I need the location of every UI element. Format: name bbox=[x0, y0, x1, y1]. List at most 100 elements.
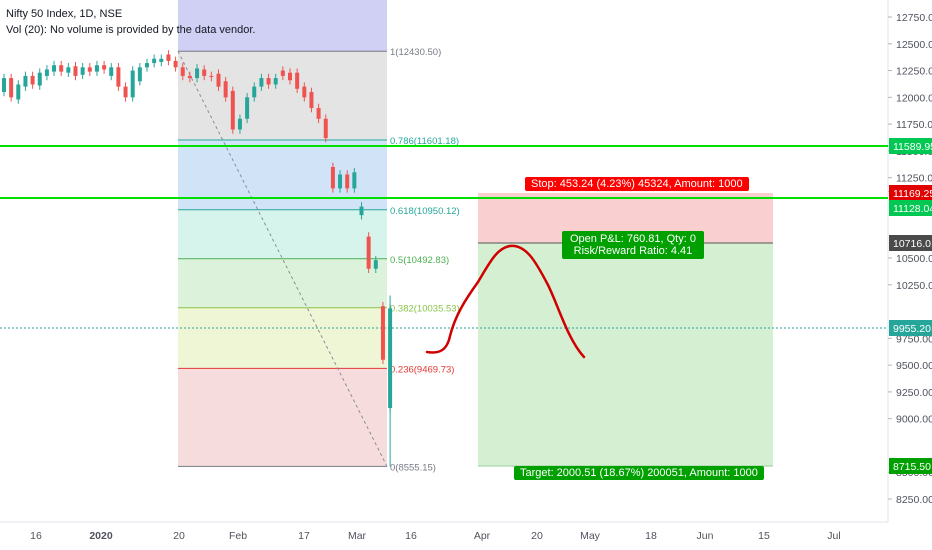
candle-body bbox=[366, 236, 371, 269]
price-badge-label: 10716.01 bbox=[893, 238, 932, 250]
fib-level-label: 0.382(10035.53) bbox=[390, 304, 460, 315]
candle-body bbox=[94, 65, 99, 72]
candle-body bbox=[9, 78, 14, 98]
candle-body bbox=[166, 54, 171, 61]
time-axis-label: 16 bbox=[405, 530, 417, 542]
fib-band bbox=[178, 258, 387, 308]
candle-body bbox=[66, 67, 71, 73]
price-tick-label: 11250.00 bbox=[896, 173, 932, 185]
candle-body bbox=[330, 166, 335, 189]
candle-body bbox=[352, 172, 357, 189]
price-tick-label: 8250.00 bbox=[896, 494, 932, 506]
candle-body bbox=[30, 75, 35, 85]
candle-body bbox=[216, 73, 221, 87]
price-badge-label: 11169.25 bbox=[893, 188, 932, 200]
price-badge-label: 9955.20 bbox=[893, 323, 931, 335]
price-badge bbox=[889, 320, 932, 336]
price-badge-label: 8715.50 bbox=[893, 461, 931, 473]
candle-body bbox=[245, 97, 250, 119]
price-tick-label: 10250.00 bbox=[896, 280, 932, 292]
fib-band-top bbox=[178, 0, 387, 52]
candle-body bbox=[380, 306, 385, 360]
candle-body bbox=[116, 67, 121, 87]
symbol-title[interactable]: Nifty 50 Index, 1D, NSE bbox=[6, 8, 123, 20]
candle-body bbox=[130, 70, 135, 98]
fib-band bbox=[178, 307, 387, 369]
target-label: Target: 2000.51 (18.67%) 200051, Amount:… bbox=[514, 466, 764, 480]
candle-body bbox=[23, 75, 28, 87]
price-tick-label: 10500.00 bbox=[896, 253, 932, 265]
candle-body bbox=[173, 60, 178, 68]
candle-body bbox=[59, 65, 64, 72]
candle-body bbox=[202, 69, 207, 76]
time-axis-label: Apr bbox=[474, 530, 491, 542]
candle-body bbox=[316, 108, 321, 119]
candle-body bbox=[323, 118, 328, 139]
candle-body bbox=[295, 72, 300, 89]
candle-body bbox=[159, 58, 164, 62]
fib-level-label: 1(12430.50) bbox=[390, 47, 441, 58]
candle-body bbox=[73, 66, 78, 76]
price-badge-label: 11589.95 bbox=[893, 141, 932, 153]
fib-band bbox=[178, 51, 387, 141]
candle-body bbox=[266, 78, 271, 85]
target-zone bbox=[478, 243, 773, 466]
candle-body bbox=[288, 72, 292, 81]
fib-band bbox=[178, 209, 387, 259]
candle-body bbox=[16, 84, 21, 100]
volume-note: Vol (20): No volume is provided by the d… bbox=[6, 24, 256, 36]
price-tick-label: 9750.00 bbox=[896, 333, 932, 345]
time-axis-label: 18 bbox=[645, 530, 657, 542]
price-tick-label: 9250.00 bbox=[896, 387, 932, 399]
candle-body bbox=[195, 68, 200, 79]
time-axis-label: 20 bbox=[173, 530, 185, 542]
chart-legend: Nifty 50 Index, 1D, NSE Vol (20): No vol… bbox=[6, 6, 255, 38]
time-axis-label: May bbox=[580, 530, 601, 542]
candle-body bbox=[52, 65, 57, 72]
candle-body bbox=[338, 174, 343, 189]
candle-body bbox=[273, 78, 278, 85]
candle-body bbox=[373, 260, 378, 269]
risk-reward-text: Risk/Reward Ratio: 4.41 bbox=[573, 245, 693, 257]
candle-body bbox=[309, 91, 314, 109]
candle-body bbox=[44, 69, 49, 76]
price-tick-label: 12000.00 bbox=[896, 92, 932, 104]
price-badge bbox=[889, 458, 932, 474]
fib-level-label: 0.618(10950.12) bbox=[390, 206, 460, 217]
freehand-drawing[interactable] bbox=[425, 244, 586, 359]
candle-body bbox=[237, 118, 242, 130]
fib-level-label: 0.5(10492.83) bbox=[390, 255, 449, 266]
candle-body bbox=[187, 75, 192, 79]
stop-label: Stop: 453.24 (4.23%) 45324, Amount: 1000 bbox=[525, 177, 749, 191]
candle-body bbox=[359, 206, 364, 216]
fib-level-label: 0(8555.15) bbox=[390, 462, 436, 473]
candle-body bbox=[280, 70, 285, 76]
candle-body bbox=[302, 86, 307, 98]
price-tick-label: 12250.00 bbox=[896, 66, 932, 78]
candle-body bbox=[209, 75, 214, 77]
candle-body bbox=[259, 78, 264, 87]
price-badge bbox=[889, 185, 932, 201]
price-tick-label: 12750.00 bbox=[896, 12, 932, 24]
candle-body bbox=[87, 67, 92, 72]
candle-body bbox=[109, 67, 114, 76]
candle-body bbox=[223, 81, 228, 98]
open-pnl-text: Open P&L: 760.81, Qty: 0 bbox=[570, 233, 696, 245]
price-tick-label: 12500.00 bbox=[896, 39, 932, 51]
price-tick-label: 9000.00 bbox=[896, 414, 932, 426]
candle-body bbox=[102, 65, 107, 70]
time-axis-label: 2020 bbox=[89, 530, 113, 542]
fib-level-label: 0.786(11601.18) bbox=[390, 136, 459, 147]
candle-body bbox=[252, 86, 257, 98]
candle-body bbox=[180, 67, 185, 76]
candle-body bbox=[230, 90, 235, 130]
time-axis-label: 15 bbox=[758, 530, 770, 542]
candle-body bbox=[37, 72, 42, 86]
candle-body bbox=[345, 174, 350, 189]
time-axis-label: 17 bbox=[298, 530, 310, 542]
time-axis-label: Mar bbox=[348, 530, 367, 542]
fib-level-label: 0.236(9469.73) bbox=[390, 364, 454, 375]
time-axis-label: Jul bbox=[827, 530, 840, 542]
